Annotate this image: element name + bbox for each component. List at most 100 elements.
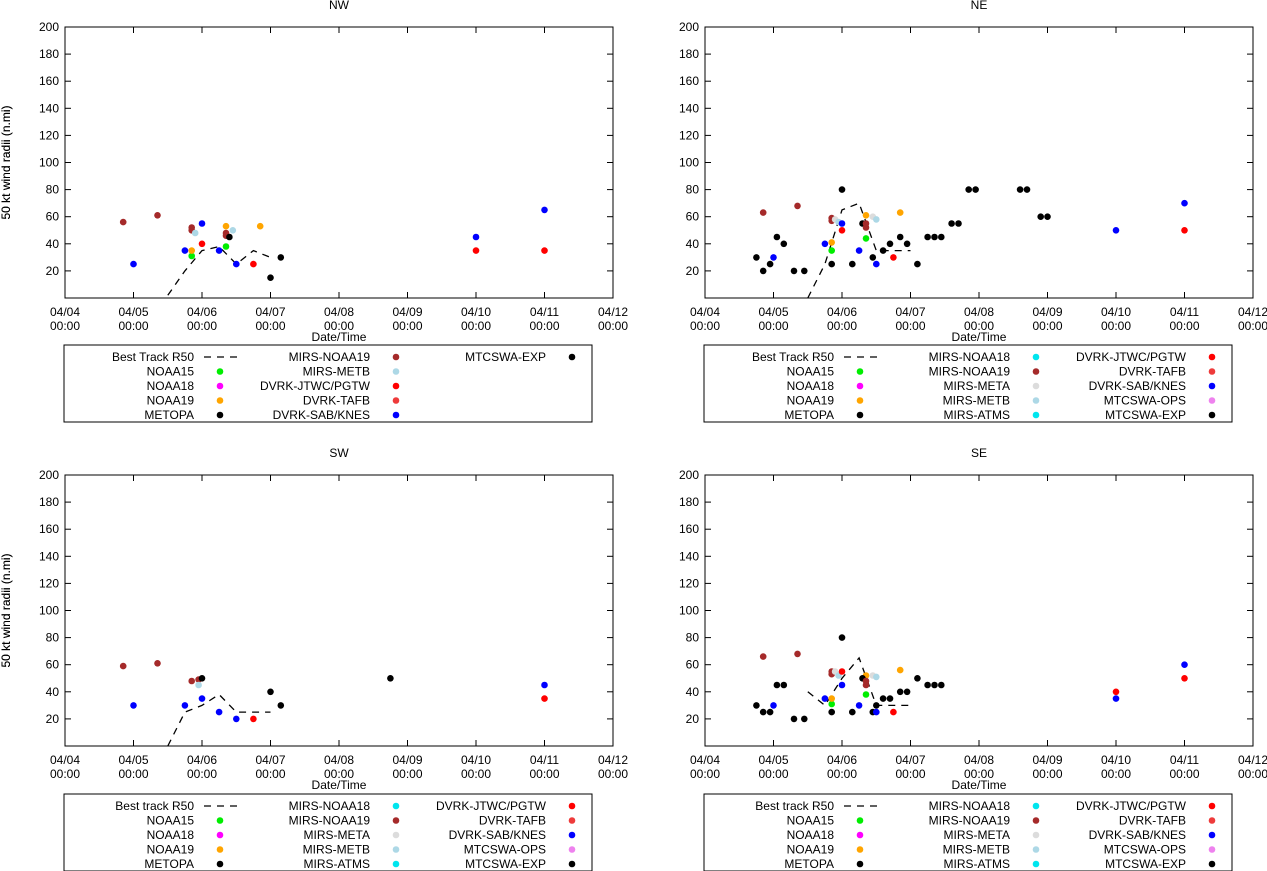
data-point bbox=[821, 240, 829, 248]
data-point bbox=[188, 677, 195, 685]
data-point bbox=[903, 240, 911, 248]
legend-point-swatch bbox=[392, 353, 400, 361]
data-point bbox=[773, 681, 781, 689]
legend-label: NOAA18 bbox=[787, 828, 835, 842]
y-tick-label: 100 bbox=[39, 156, 59, 170]
legend-point-swatch bbox=[216, 831, 224, 839]
data-point bbox=[924, 233, 931, 241]
data-point bbox=[838, 681, 846, 689]
y-tick-label: 200 bbox=[679, 468, 699, 482]
data-point bbox=[188, 247, 195, 254]
y-tick-label: 80 bbox=[46, 631, 60, 645]
data-point bbox=[198, 220, 206, 227]
legend-point-swatch bbox=[1032, 831, 1040, 839]
x-tick-date: 04/07 bbox=[255, 753, 285, 767]
x-tick-date: 04/11 bbox=[1170, 305, 1199, 319]
legend-point-swatch bbox=[856, 368, 864, 375]
legend-label: Best track R50 bbox=[115, 799, 194, 813]
data-point bbox=[914, 675, 921, 682]
legend-point-swatch bbox=[216, 860, 224, 868]
y-tick-label: 180 bbox=[39, 47, 59, 61]
y-tick-label: 100 bbox=[39, 604, 59, 618]
data-point bbox=[794, 202, 801, 210]
x-tick-date: 04/05 bbox=[758, 753, 788, 767]
data-point bbox=[130, 260, 137, 268]
series-mirs-metb bbox=[835, 672, 880, 681]
y-tick-label: 120 bbox=[39, 128, 59, 142]
legend-point-swatch bbox=[856, 831, 864, 839]
chart-panel-sw: SW2040608010012014016018020004/0400:0004… bbox=[0, 446, 628, 871]
y-axis-label: 50 kt wind radii (n.mi) bbox=[0, 105, 13, 219]
x-tick-time: 00:00 bbox=[324, 767, 354, 781]
x-tick-date: 04/06 bbox=[187, 305, 217, 319]
x-tick-time: 00:00 bbox=[895, 767, 925, 781]
series-metopa bbox=[753, 186, 1051, 275]
data-point bbox=[862, 235, 870, 242]
data-point bbox=[869, 254, 877, 261]
x-tick-time: 00:00 bbox=[1101, 319, 1131, 333]
data-point bbox=[759, 653, 767, 660]
legend-point-swatch bbox=[1032, 802, 1040, 810]
data-point bbox=[862, 691, 870, 698]
data-point bbox=[773, 233, 781, 241]
x-tick-date: 04/04 bbox=[50, 305, 80, 319]
y-tick-label: 160 bbox=[679, 522, 699, 536]
y-tick-label: 40 bbox=[686, 237, 700, 251]
legend-label: MIRS-METB bbox=[943, 843, 1010, 857]
data-point bbox=[838, 186, 846, 193]
data-point bbox=[1037, 213, 1044, 220]
data-point bbox=[955, 220, 962, 227]
legend-point-swatch bbox=[392, 860, 400, 868]
data-point bbox=[794, 650, 801, 658]
y-tick-label: 20 bbox=[46, 264, 60, 278]
data-point bbox=[780, 681, 788, 689]
legend-point-swatch bbox=[1032, 860, 1040, 868]
y-axis-label: 50 kt wind radii (n.mi) bbox=[0, 105, 13, 219]
legend-label: MIRS-NOAA19 bbox=[289, 814, 371, 828]
data-point bbox=[838, 220, 846, 227]
legend-point-swatch bbox=[568, 802, 576, 810]
series-noaa15 bbox=[188, 243, 230, 260]
data-point bbox=[780, 240, 788, 248]
x-tick-date: 04/10 bbox=[461, 753, 491, 767]
series-noaa19 bbox=[188, 222, 264, 254]
data-point bbox=[233, 715, 240, 723]
series-dvrk-sab-knes bbox=[130, 681, 548, 723]
data-point bbox=[191, 229, 199, 237]
data-point bbox=[1181, 675, 1188, 682]
y-axis-label: 50 kt wind radii (n.mi) bbox=[0, 553, 13, 667]
legend-box bbox=[63, 344, 593, 423]
legend-point-swatch bbox=[1208, 397, 1216, 404]
data-point bbox=[931, 681, 938, 689]
x-axis-label: Date/Time bbox=[952, 778, 1007, 792]
data-point bbox=[222, 222, 230, 230]
series-mirs-noaa19 bbox=[119, 212, 230, 239]
legend-point-swatch bbox=[856, 382, 864, 390]
legend-label: DVRK-SAB/KNES bbox=[273, 408, 370, 422]
legend-point-swatch bbox=[392, 411, 400, 419]
x-tick-date: 04/12 bbox=[1238, 753, 1267, 767]
y-tick-label: 140 bbox=[679, 549, 699, 563]
data-point bbox=[154, 212, 161, 219]
data-point bbox=[759, 708, 767, 716]
legend-point-swatch bbox=[216, 846, 224, 853]
x-tick-time: 00:00 bbox=[1169, 767, 1199, 781]
x-tick-date: 04/10 bbox=[461, 305, 491, 319]
legend-point-swatch bbox=[1208, 860, 1216, 868]
x-tick-time: 00:00 bbox=[964, 767, 994, 781]
legend-point-swatch bbox=[216, 411, 224, 419]
legend-label: NOAA18 bbox=[147, 379, 195, 393]
legend-box bbox=[703, 793, 1233, 871]
legend-point-swatch bbox=[216, 368, 224, 375]
legend-point-swatch bbox=[392, 368, 400, 375]
data-point bbox=[181, 247, 189, 254]
x-tick-time: 00:00 bbox=[690, 319, 720, 333]
legend-label: MIRS-NOAA18 bbox=[929, 350, 1011, 364]
legend-label: MIRS-META bbox=[944, 828, 1010, 842]
data-point bbox=[1112, 688, 1120, 696]
x-tick-date: 04/09 bbox=[1032, 753, 1062, 767]
x-tick-date: 04/07 bbox=[895, 305, 925, 319]
legend-point-swatch bbox=[392, 802, 400, 810]
data-point bbox=[801, 267, 808, 275]
x-tick-time: 00:00 bbox=[895, 319, 925, 333]
